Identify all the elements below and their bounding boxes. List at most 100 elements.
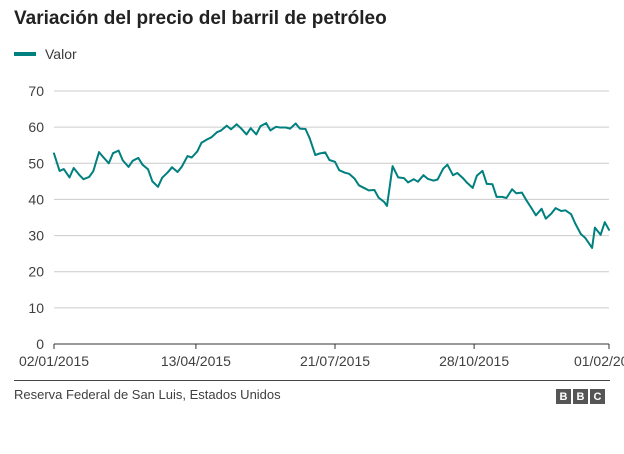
data-point xyxy=(72,167,75,169)
data-point xyxy=(348,172,350,175)
data-point xyxy=(560,210,563,212)
data-point xyxy=(269,129,272,132)
data-point xyxy=(412,178,415,181)
data-point xyxy=(53,152,55,155)
data-point xyxy=(535,214,537,217)
data-point xyxy=(363,187,366,190)
data-point xyxy=(462,177,464,180)
data-point xyxy=(137,157,140,159)
data-point xyxy=(240,127,242,130)
chart-title: Variación del precio del barril de petró… xyxy=(14,8,387,29)
data-point xyxy=(471,187,474,189)
data-point xyxy=(426,177,429,180)
data-point xyxy=(367,189,370,192)
y-tick-label: 10 xyxy=(28,300,44,316)
data-point xyxy=(62,168,65,171)
data-point xyxy=(442,167,445,170)
data-point xyxy=(530,207,533,210)
data-point xyxy=(403,177,405,180)
data-point xyxy=(284,126,287,129)
data-point xyxy=(608,228,610,231)
data-point xyxy=(304,128,307,130)
source-note: Reserva Federal de San Luis, Estados Uni… xyxy=(14,387,281,402)
data-point xyxy=(245,133,248,136)
data-point xyxy=(574,222,577,225)
data-point xyxy=(324,151,327,154)
data-point xyxy=(580,233,582,236)
data-point xyxy=(225,124,228,127)
data-point xyxy=(481,170,484,172)
data-point xyxy=(166,171,169,174)
legend-swatch xyxy=(14,52,36,56)
data-point xyxy=(112,152,114,155)
data-point xyxy=(318,152,321,155)
data-point xyxy=(544,217,547,220)
data-point xyxy=(171,166,173,169)
data-point xyxy=(117,149,120,152)
data-point xyxy=(466,181,468,184)
data-point xyxy=(147,168,150,171)
data-point xyxy=(485,183,488,185)
data-point xyxy=(141,163,144,166)
data-point xyxy=(373,189,376,191)
data-point xyxy=(206,138,209,141)
data-point xyxy=(501,196,504,198)
data-point xyxy=(210,136,213,139)
data-point xyxy=(82,178,85,181)
data-point xyxy=(265,122,268,125)
chart-legend: Valor xyxy=(14,46,77,62)
data-point xyxy=(422,174,425,177)
data-point xyxy=(190,156,193,159)
data-point xyxy=(157,185,159,188)
data-point xyxy=(564,209,567,212)
x-tick-label: 28/10/2015 xyxy=(439,353,509,369)
data-point xyxy=(584,236,586,239)
x-tick-label: 02/01/2015 xyxy=(19,353,89,369)
data-point xyxy=(259,125,262,127)
data-point xyxy=(521,191,523,194)
x-tick-label: 21/07/2015 xyxy=(300,353,370,369)
bbc-logo-letter: C xyxy=(590,389,605,404)
data-point xyxy=(176,171,179,173)
data-point xyxy=(446,163,449,166)
data-point xyxy=(417,180,419,183)
data-point xyxy=(334,160,336,163)
data-point xyxy=(102,156,105,159)
y-tick-label: 30 xyxy=(28,228,44,244)
data-point xyxy=(127,166,130,168)
data-point xyxy=(391,165,394,168)
data-point xyxy=(594,226,596,229)
legend-label-valor: Valor xyxy=(45,46,77,62)
bbc-logo: B B C xyxy=(556,389,605,404)
data-point xyxy=(386,205,388,207)
data-point xyxy=(456,172,459,174)
bbc-logo-letter: B xyxy=(573,389,588,404)
data-point xyxy=(603,221,606,224)
data-point xyxy=(308,137,311,140)
data-point xyxy=(540,207,543,210)
data-point xyxy=(511,188,513,191)
y-tick-label: 70 xyxy=(28,83,44,99)
y-tick-label: 50 xyxy=(28,155,44,171)
data-point xyxy=(220,129,223,132)
data-point xyxy=(432,179,435,182)
y-tick-label: 20 xyxy=(28,264,44,280)
data-point xyxy=(570,213,572,216)
data-point xyxy=(181,165,183,168)
data-point xyxy=(358,184,360,187)
data-point xyxy=(353,177,356,180)
series-line-valor xyxy=(53,122,610,249)
bbc-logo-letter: B xyxy=(556,389,571,404)
data-point xyxy=(436,178,439,181)
data-point xyxy=(383,201,386,203)
data-point xyxy=(338,169,341,172)
data-point xyxy=(235,123,238,126)
data-point xyxy=(554,207,557,210)
data-point xyxy=(58,170,61,172)
data-point xyxy=(294,122,297,125)
y-tick-label: 0 xyxy=(36,336,44,352)
data-point xyxy=(343,171,346,174)
data-point xyxy=(98,151,100,154)
data-point xyxy=(314,154,317,156)
data-point xyxy=(505,197,508,199)
